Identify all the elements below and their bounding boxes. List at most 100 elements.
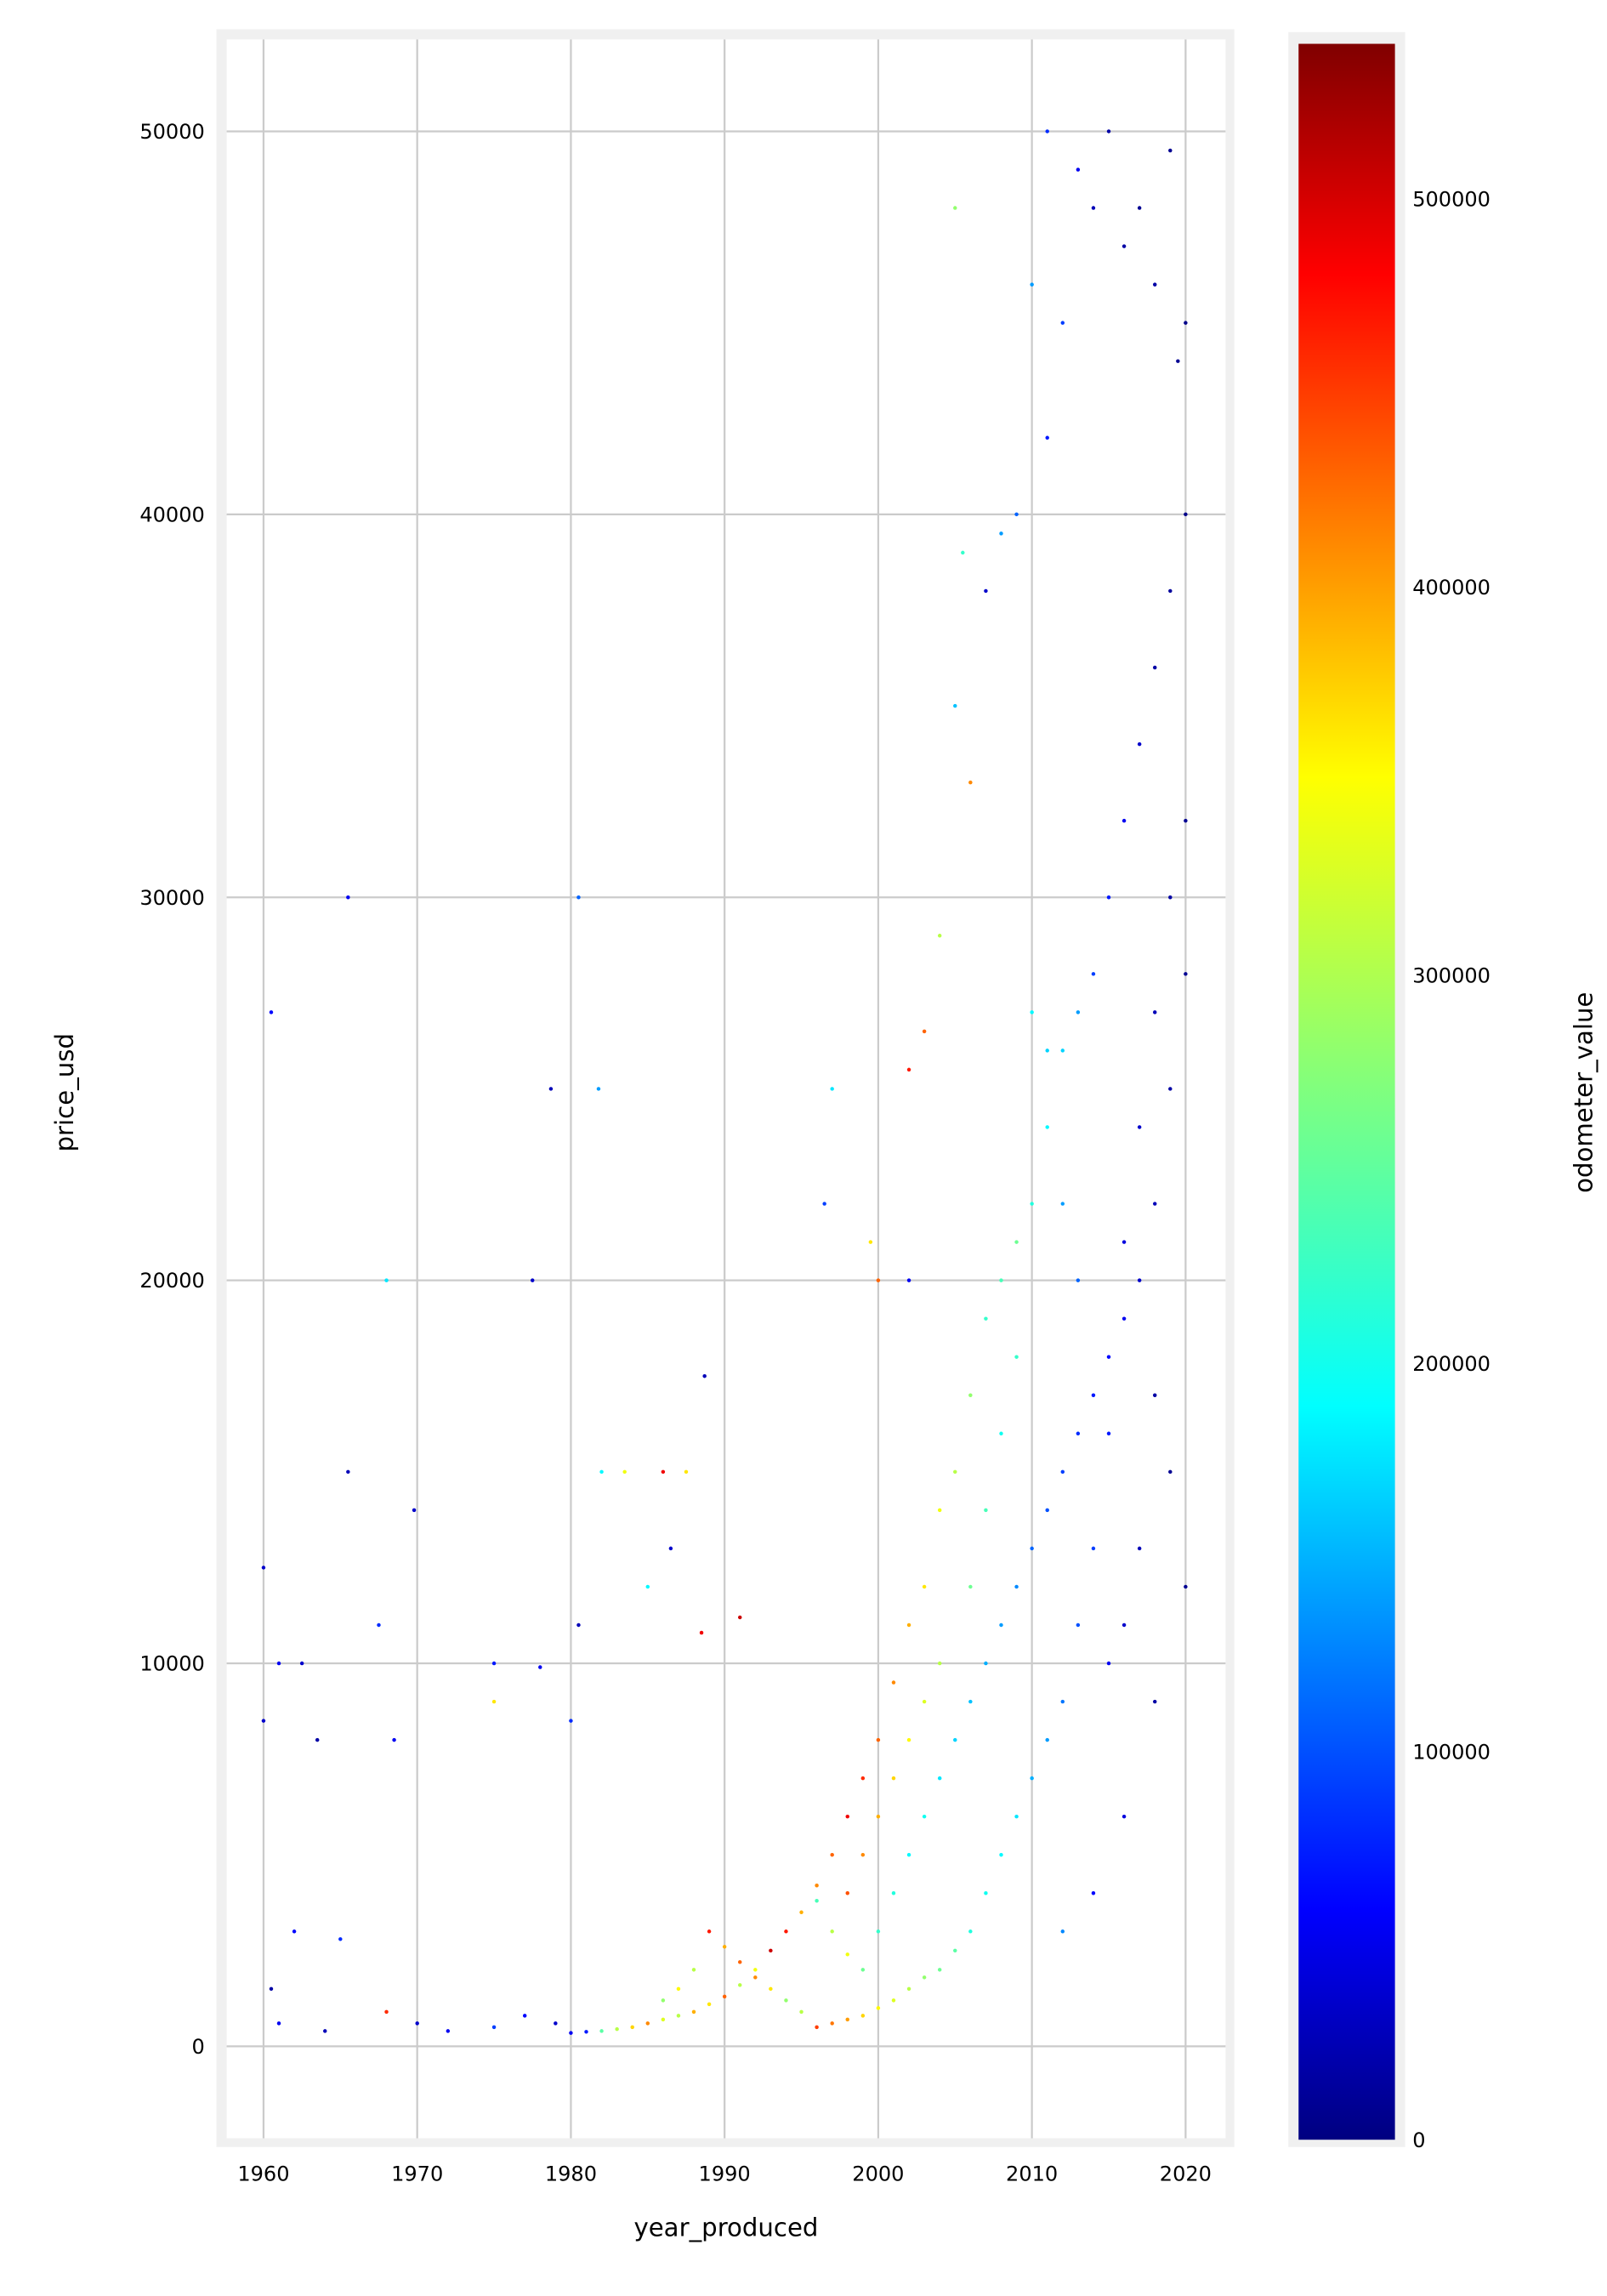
data-point (1153, 665, 1157, 670)
y-tick-labels: 0 10000 20000 30000 40000 50000 (139, 120, 204, 2059)
data-point (753, 1975, 758, 1980)
data-point (622, 1469, 627, 1475)
data-point (1168, 588, 1173, 594)
data-point (1076, 1278, 1081, 1282)
data-point (346, 1469, 350, 1475)
data-point (412, 1508, 417, 1513)
data-point (1030, 1202, 1034, 1206)
data-point (630, 2025, 634, 2030)
data-point (799, 1910, 804, 1915)
data-point (922, 1814, 927, 1819)
data-point (415, 2021, 419, 2026)
x-tick-labels: 1960 1970 1980 1990 2000 2010 2020 (237, 2162, 1212, 2185)
data-point (738, 1960, 742, 1964)
colorbar-tick-label: 100000 (1412, 1740, 1491, 1764)
data-point (1153, 1010, 1157, 1014)
data-point (315, 1737, 320, 1742)
data-point (269, 1010, 274, 1014)
data-point (323, 2029, 327, 2033)
data-point (276, 1661, 281, 1666)
data-point (1014, 1814, 1019, 1819)
data-point (1137, 1125, 1142, 1129)
x-tick-label: 1970 (391, 2162, 443, 2185)
data-point (999, 531, 1003, 536)
data-point (699, 1630, 704, 1635)
data-point (999, 1431, 1003, 1436)
data-point (446, 2029, 451, 2033)
scatter-points (261, 129, 1188, 2035)
data-point (868, 1240, 873, 1244)
y-axis-label: price_usd (50, 1033, 79, 1151)
colorbar (1298, 43, 1395, 2140)
data-point (599, 2029, 604, 2033)
data-point (384, 2009, 389, 2015)
data-point (1014, 512, 1019, 517)
data-point (937, 1661, 942, 1666)
data-point (968, 1699, 973, 1704)
data-point (968, 1584, 973, 1589)
data-point (922, 1699, 927, 1704)
data-point (707, 2002, 712, 2007)
data-point (784, 1929, 788, 1934)
data-point (276, 2021, 281, 2026)
colorbar-tick-label: 400000 (1412, 576, 1491, 600)
data-point (346, 895, 350, 900)
data-point (299, 1661, 304, 1666)
colorbar-label: odometer_value (1569, 992, 1598, 1193)
data-point (576, 895, 581, 900)
data-point (984, 588, 988, 594)
data-point (531, 1278, 535, 1282)
y-tick-label: 0 (192, 2035, 205, 2059)
data-point (1091, 1393, 1096, 1397)
data-point (691, 1968, 696, 1972)
data-point (569, 1719, 573, 1723)
data-point (384, 1278, 389, 1282)
data-point (1076, 1431, 1081, 1436)
data-point (999, 1278, 1003, 1282)
data-point (937, 934, 942, 938)
data-point (676, 2014, 681, 2018)
data-point (1014, 1240, 1019, 1244)
data-point (1137, 1278, 1142, 1282)
data-point (845, 1952, 849, 1957)
data-point (491, 1661, 497, 1666)
data-point (1030, 1776, 1034, 1781)
data-point (1121, 818, 1127, 823)
data-point (1091, 1546, 1096, 1551)
data-point (1091, 206, 1096, 210)
y-tick-label: 10000 (139, 1652, 204, 1676)
data-point (1091, 1891, 1096, 1895)
data-point (1184, 321, 1188, 325)
data-point (1168, 1087, 1173, 1091)
data-point (1091, 972, 1096, 976)
colorbar-tick-label: 500000 (1412, 188, 1491, 212)
data-point (1045, 1049, 1049, 1053)
data-point (261, 1719, 266, 1723)
data-point (1060, 1469, 1065, 1475)
data-point (645, 2021, 650, 2026)
data-point (269, 1986, 274, 1992)
data-point (684, 1469, 689, 1475)
data-point (1014, 1584, 1019, 1589)
data-point (661, 1469, 666, 1475)
data-point (860, 2014, 866, 2018)
data-point (860, 1776, 866, 1781)
data-point (1121, 1316, 1127, 1321)
data-point (953, 703, 957, 708)
data-point (1168, 895, 1173, 900)
data-point (1060, 1049, 1065, 1053)
data-point (1030, 1546, 1034, 1551)
data-point (1168, 148, 1173, 153)
data-point (891, 1998, 896, 2003)
colorbar-tick-label: 300000 (1412, 964, 1491, 988)
data-point (1184, 512, 1188, 517)
data-point (815, 2025, 819, 2030)
data-point (1121, 1814, 1127, 1819)
data-point (1076, 168, 1081, 172)
data-point (1106, 129, 1111, 134)
data-point (1184, 818, 1188, 823)
data-point (830, 1087, 834, 1091)
data-point (953, 206, 957, 210)
data-point (722, 1994, 727, 1999)
data-point (676, 1986, 681, 1992)
